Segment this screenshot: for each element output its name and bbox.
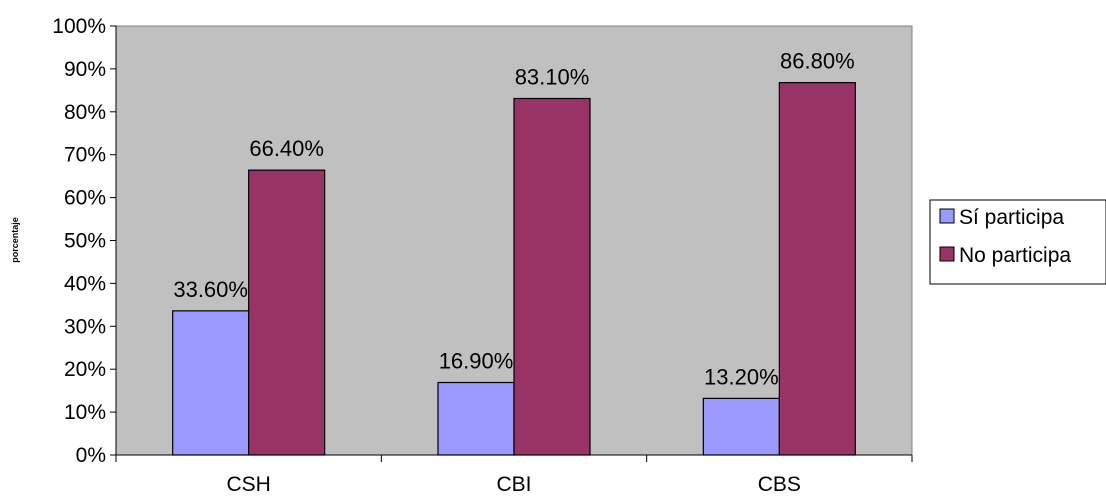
legend-box [929, 199, 1106, 285]
y-tick-label: 40% [64, 272, 106, 295]
x-tick-label: CSH [226, 473, 270, 496]
data-label: 86.80% [780, 49, 855, 74]
bar [172, 310, 250, 456]
y-tick-label: 60% [64, 187, 106, 210]
y-axis-title: porcentaje [10, 217, 20, 263]
data-label: 66.40% [249, 136, 324, 161]
legend: Sí participa No participa [929, 199, 1106, 285]
x-tick-label: CBI [496, 473, 531, 496]
x-tick-label: CBS [758, 473, 801, 496]
y-tick-label: 100% [52, 15, 106, 38]
bar [248, 169, 326, 456]
legend-swatch [939, 246, 955, 262]
y-tick-label: 0% [76, 444, 106, 467]
y-tick-label: 10% [64, 401, 106, 424]
bar [778, 82, 856, 456]
bar [702, 397, 780, 456]
data-label: 16.90% [439, 348, 514, 373]
x-axis: CSH CBI CBS [115, 454, 913, 496]
y-tick-label: 30% [64, 315, 106, 338]
legend-swatch [939, 208, 955, 224]
y-axis: 0% 10% 20% 30% 40% 50% 60% 70% 80% 90% 100% [52, 15, 117, 467]
data-label: 83.10% [515, 65, 590, 90]
y-tick-label: 70% [64, 144, 106, 167]
y-tick-label: 50% [64, 230, 106, 253]
data-labels: 33.60% 16.90% 13.20% 66.40% 83.10% 86.80% [173, 49, 854, 390]
legend-label: Sí participa [959, 206, 1064, 229]
bar [513, 97, 591, 456]
legend-label: No participa [959, 244, 1071, 267]
data-label: 33.60% [173, 277, 248, 302]
data-label: 13.20% [704, 364, 779, 389]
y-tick-label: 80% [64, 101, 106, 124]
bar [437, 381, 515, 456]
y-tick-label: 90% [64, 58, 106, 81]
bars [172, 82, 856, 456]
y-tick-label: 20% [64, 358, 106, 381]
